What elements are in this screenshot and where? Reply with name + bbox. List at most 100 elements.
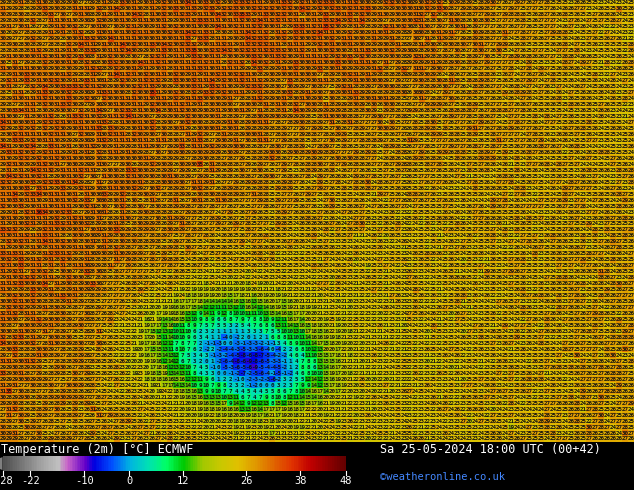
Text: 29: 29 bbox=[334, 102, 342, 107]
Text: 30: 30 bbox=[95, 78, 102, 83]
Text: 28: 28 bbox=[257, 102, 264, 107]
Text: 20: 20 bbox=[250, 287, 257, 292]
Text: 22: 22 bbox=[424, 186, 431, 191]
Text: 24: 24 bbox=[604, 96, 611, 101]
Text: 26: 26 bbox=[466, 156, 473, 161]
Text: 27: 27 bbox=[281, 144, 288, 149]
Text: 25: 25 bbox=[323, 96, 330, 101]
Text: 22: 22 bbox=[179, 413, 186, 417]
Text: 20: 20 bbox=[149, 305, 156, 310]
Text: 31: 31 bbox=[60, 132, 67, 137]
Text: 13: 13 bbox=[239, 299, 246, 304]
Text: 31: 31 bbox=[161, 54, 168, 59]
Text: 24: 24 bbox=[262, 270, 269, 274]
Text: -1: -1 bbox=[262, 341, 269, 346]
Text: 29: 29 bbox=[490, 156, 497, 161]
Text: 14: 14 bbox=[203, 311, 210, 316]
Text: 29: 29 bbox=[89, 156, 96, 161]
Text: 22: 22 bbox=[621, 49, 628, 53]
Text: 32: 32 bbox=[17, 305, 25, 310]
Text: 2: 2 bbox=[228, 377, 232, 382]
Text: 25: 25 bbox=[478, 329, 485, 334]
Text: 29: 29 bbox=[119, 66, 126, 71]
Text: 28: 28 bbox=[544, 424, 551, 430]
Text: 29: 29 bbox=[29, 437, 36, 441]
Text: 27: 27 bbox=[514, 6, 521, 11]
Text: 31: 31 bbox=[353, 19, 359, 24]
Text: 30: 30 bbox=[448, 96, 455, 101]
Text: 29: 29 bbox=[197, 156, 204, 161]
Text: 28: 28 bbox=[502, 108, 509, 113]
Text: 27: 27 bbox=[526, 317, 533, 322]
Text: 26: 26 bbox=[556, 299, 563, 304]
Text: 26: 26 bbox=[496, 203, 503, 209]
Text: 0: 0 bbox=[223, 371, 226, 376]
Text: 28: 28 bbox=[586, 329, 593, 334]
Text: 8: 8 bbox=[205, 317, 208, 322]
Text: 28: 28 bbox=[388, 108, 395, 113]
Text: 26: 26 bbox=[275, 233, 281, 239]
Text: 31: 31 bbox=[173, 54, 180, 59]
Text: 23: 23 bbox=[532, 424, 539, 430]
Text: 31: 31 bbox=[191, 72, 198, 77]
Text: 24: 24 bbox=[544, 240, 551, 245]
Text: 31: 31 bbox=[340, 0, 347, 5]
Text: 28: 28 bbox=[48, 371, 55, 376]
Text: 7: 7 bbox=[210, 383, 214, 388]
Text: 7: 7 bbox=[247, 317, 250, 322]
Text: 26: 26 bbox=[604, 377, 611, 382]
Text: 18: 18 bbox=[334, 335, 342, 340]
Text: 24: 24 bbox=[478, 383, 485, 388]
Text: 27: 27 bbox=[41, 311, 48, 316]
Text: 31: 31 bbox=[53, 150, 60, 155]
Text: 26: 26 bbox=[616, 347, 623, 352]
Text: 27: 27 bbox=[113, 383, 120, 388]
Text: 29: 29 bbox=[6, 401, 13, 406]
Text: 22: 22 bbox=[436, 341, 443, 346]
Text: 23: 23 bbox=[113, 371, 120, 376]
Text: 28: 28 bbox=[520, 36, 527, 41]
Text: 23: 23 bbox=[579, 210, 586, 215]
Text: 26: 26 bbox=[478, 347, 485, 352]
Text: 29: 29 bbox=[71, 66, 78, 71]
Text: 29: 29 bbox=[53, 323, 60, 328]
Text: 28: 28 bbox=[143, 197, 150, 202]
Text: 29: 29 bbox=[304, 150, 311, 155]
Text: 28: 28 bbox=[89, 257, 96, 262]
Text: 26: 26 bbox=[412, 216, 419, 220]
Text: 28: 28 bbox=[490, 233, 497, 239]
Text: 27: 27 bbox=[262, 221, 269, 226]
Text: 32: 32 bbox=[149, 120, 156, 125]
Text: 30: 30 bbox=[60, 270, 67, 274]
Text: 28: 28 bbox=[262, 180, 269, 185]
Text: 28: 28 bbox=[628, 359, 634, 364]
Text: 28: 28 bbox=[53, 114, 60, 119]
Text: 26: 26 bbox=[609, 90, 617, 95]
Text: 30: 30 bbox=[113, 156, 120, 161]
Text: 29: 29 bbox=[65, 0, 72, 5]
Text: 25: 25 bbox=[532, 257, 539, 262]
Text: 32: 32 bbox=[119, 78, 126, 83]
Text: 26: 26 bbox=[490, 49, 497, 53]
Text: 15: 15 bbox=[155, 371, 162, 376]
Text: 24: 24 bbox=[460, 347, 467, 352]
Text: 25: 25 bbox=[197, 240, 204, 245]
Text: 28: 28 bbox=[556, 162, 563, 167]
Text: 29: 29 bbox=[179, 168, 186, 172]
Text: 30: 30 bbox=[89, 173, 96, 179]
Text: 29: 29 bbox=[119, 162, 126, 167]
Text: 31: 31 bbox=[143, 156, 150, 161]
Text: 31: 31 bbox=[17, 329, 25, 334]
Text: 24: 24 bbox=[598, 180, 605, 185]
Text: 26: 26 bbox=[262, 216, 269, 220]
Text: 28: 28 bbox=[36, 437, 42, 441]
Bar bbox=[207, 456, 209, 471]
Text: 25: 25 bbox=[532, 275, 539, 280]
Text: 27: 27 bbox=[41, 424, 48, 430]
Text: 32: 32 bbox=[41, 54, 48, 59]
Text: 28: 28 bbox=[167, 138, 174, 143]
Text: 30: 30 bbox=[65, 36, 72, 41]
Text: 23: 23 bbox=[365, 281, 372, 286]
Text: 25: 25 bbox=[520, 227, 527, 232]
Text: 32: 32 bbox=[311, 24, 318, 29]
